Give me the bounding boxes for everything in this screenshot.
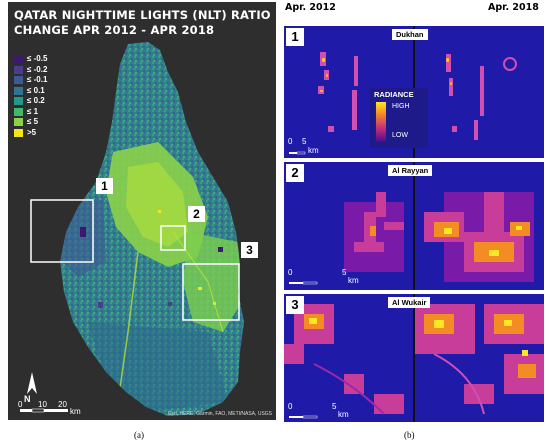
legend-swatch xyxy=(14,107,23,116)
ratio-legend: ≤ -0.5 ≤ -0.2 ≤ -0.1 ≤ 0.1 ≤ 0.2 ≤ 1 ≤ 5 >5 xyxy=(14,54,47,138)
caption-a: (a) xyxy=(134,430,144,440)
legend-label: ≤ 0.2 xyxy=(27,96,45,106)
area-label-3: 3 xyxy=(241,242,258,258)
legend-label: ≤ 1 xyxy=(27,106,39,116)
panel-2-badge: 2 xyxy=(286,164,304,182)
radiance-high-label: HIGH xyxy=(392,103,410,110)
legend-row: ≤ 0.2 xyxy=(14,96,47,107)
al-rayyan-radiance-image xyxy=(284,162,544,290)
panel-dukhan: 1 Dukhan RADIANCE HIGH LOW 0 5 km xyxy=(284,26,544,158)
area-label-2: 2 xyxy=(188,206,205,222)
legend-swatch xyxy=(14,118,23,127)
legend-label: ≤ -0.1 xyxy=(27,75,48,85)
legend-swatch xyxy=(14,86,23,95)
area-box-2 xyxy=(160,225,186,251)
scale-tick-0: 0 xyxy=(18,400,23,409)
legend-label: ≤ 0.1 xyxy=(27,85,45,95)
legend-row: ≤ -0.5 xyxy=(14,54,47,65)
area-box-3 xyxy=(182,263,240,321)
radiance-legend: RADIANCE HIGH LOW xyxy=(370,88,428,148)
north-label: N xyxy=(24,394,31,404)
panel-2-name: Al Rayyan xyxy=(388,165,433,176)
al-wukair-radiance-image xyxy=(284,294,544,422)
radiance-title: RADIANCE xyxy=(374,90,414,99)
panel-1-name: Dukhan xyxy=(392,29,428,40)
legend-row: ≤ 5 xyxy=(14,117,47,128)
nlt-ratio-map: QATAR NIGHTTIME LIGHTS (NLT) RATIO CHANG… xyxy=(8,2,276,420)
legend-swatch xyxy=(14,65,23,74)
area-label-1: 1 xyxy=(96,178,113,194)
legend-swatch xyxy=(14,97,23,106)
legend-label: ≤ 5 xyxy=(27,117,39,127)
panel-3-scale-5: 5 xyxy=(332,402,337,411)
map-attribution: Esri, HERE, Garmin, FAO, METI/NASA, USGS xyxy=(168,411,272,417)
legend-row: ≤ 0.1 xyxy=(14,86,47,97)
panel-1-scale-0: 0 xyxy=(288,137,293,146)
legend-label: ≤ -0.5 xyxy=(27,54,48,64)
scale-unit: km xyxy=(70,407,81,416)
north-arrow-icon xyxy=(27,372,37,394)
panel-3-badge: 3 xyxy=(286,296,304,314)
panel-1-scale-5: 5 xyxy=(302,137,307,146)
panel-2-scale-unit: km xyxy=(348,276,359,285)
radiance-low-label: LOW xyxy=(392,132,408,139)
caption-b: (b) xyxy=(404,430,415,440)
header-apr-2012: Apr. 2012 xyxy=(285,2,336,13)
radiance-colorbar xyxy=(376,102,386,142)
panel-1-scale-unit: km xyxy=(308,146,319,155)
legend-swatch xyxy=(14,76,23,85)
panel-3-name: Al Wukair xyxy=(388,297,431,308)
legend-swatch xyxy=(14,55,23,64)
map-title-line1: QATAR NIGHTTIME LIGHTS (NLT) RATIO xyxy=(14,8,271,22)
legend-swatch xyxy=(14,128,23,137)
scale-tick-10: 10 xyxy=(38,400,47,409)
panel-1-badge: 1 xyxy=(286,28,304,46)
legend-label: >5 xyxy=(27,127,37,137)
panel-3-scale-0: 0 xyxy=(288,402,293,411)
panel-al-rayyan: 2 Al Rayyan 0 5 km xyxy=(284,162,544,290)
scale-tick-20: 20 xyxy=(58,400,67,409)
panel-al-wukair: 3 Al Wukair 0 5 km xyxy=(284,294,544,422)
panel-3-scale-unit: km xyxy=(338,410,349,419)
legend-label: ≤ -0.2 xyxy=(27,64,48,74)
panel-2-scale-0: 0 xyxy=(288,268,293,277)
scale-bar-graphic xyxy=(20,408,68,413)
legend-row: ≤ -0.1 xyxy=(14,75,47,86)
area-box-1 xyxy=(30,199,94,263)
panel-2-scale-5: 5 xyxy=(342,268,347,277)
legend-row: ≤ -0.2 xyxy=(14,65,47,76)
legend-row: >5 xyxy=(14,128,47,139)
qatar-map-graphic xyxy=(8,2,276,420)
legend-row: ≤ 1 xyxy=(14,107,47,118)
map-title-line2: CHANGE APR 2012 - APR 2018 xyxy=(14,23,215,37)
header-apr-2018: Apr. 2018 xyxy=(488,2,539,13)
